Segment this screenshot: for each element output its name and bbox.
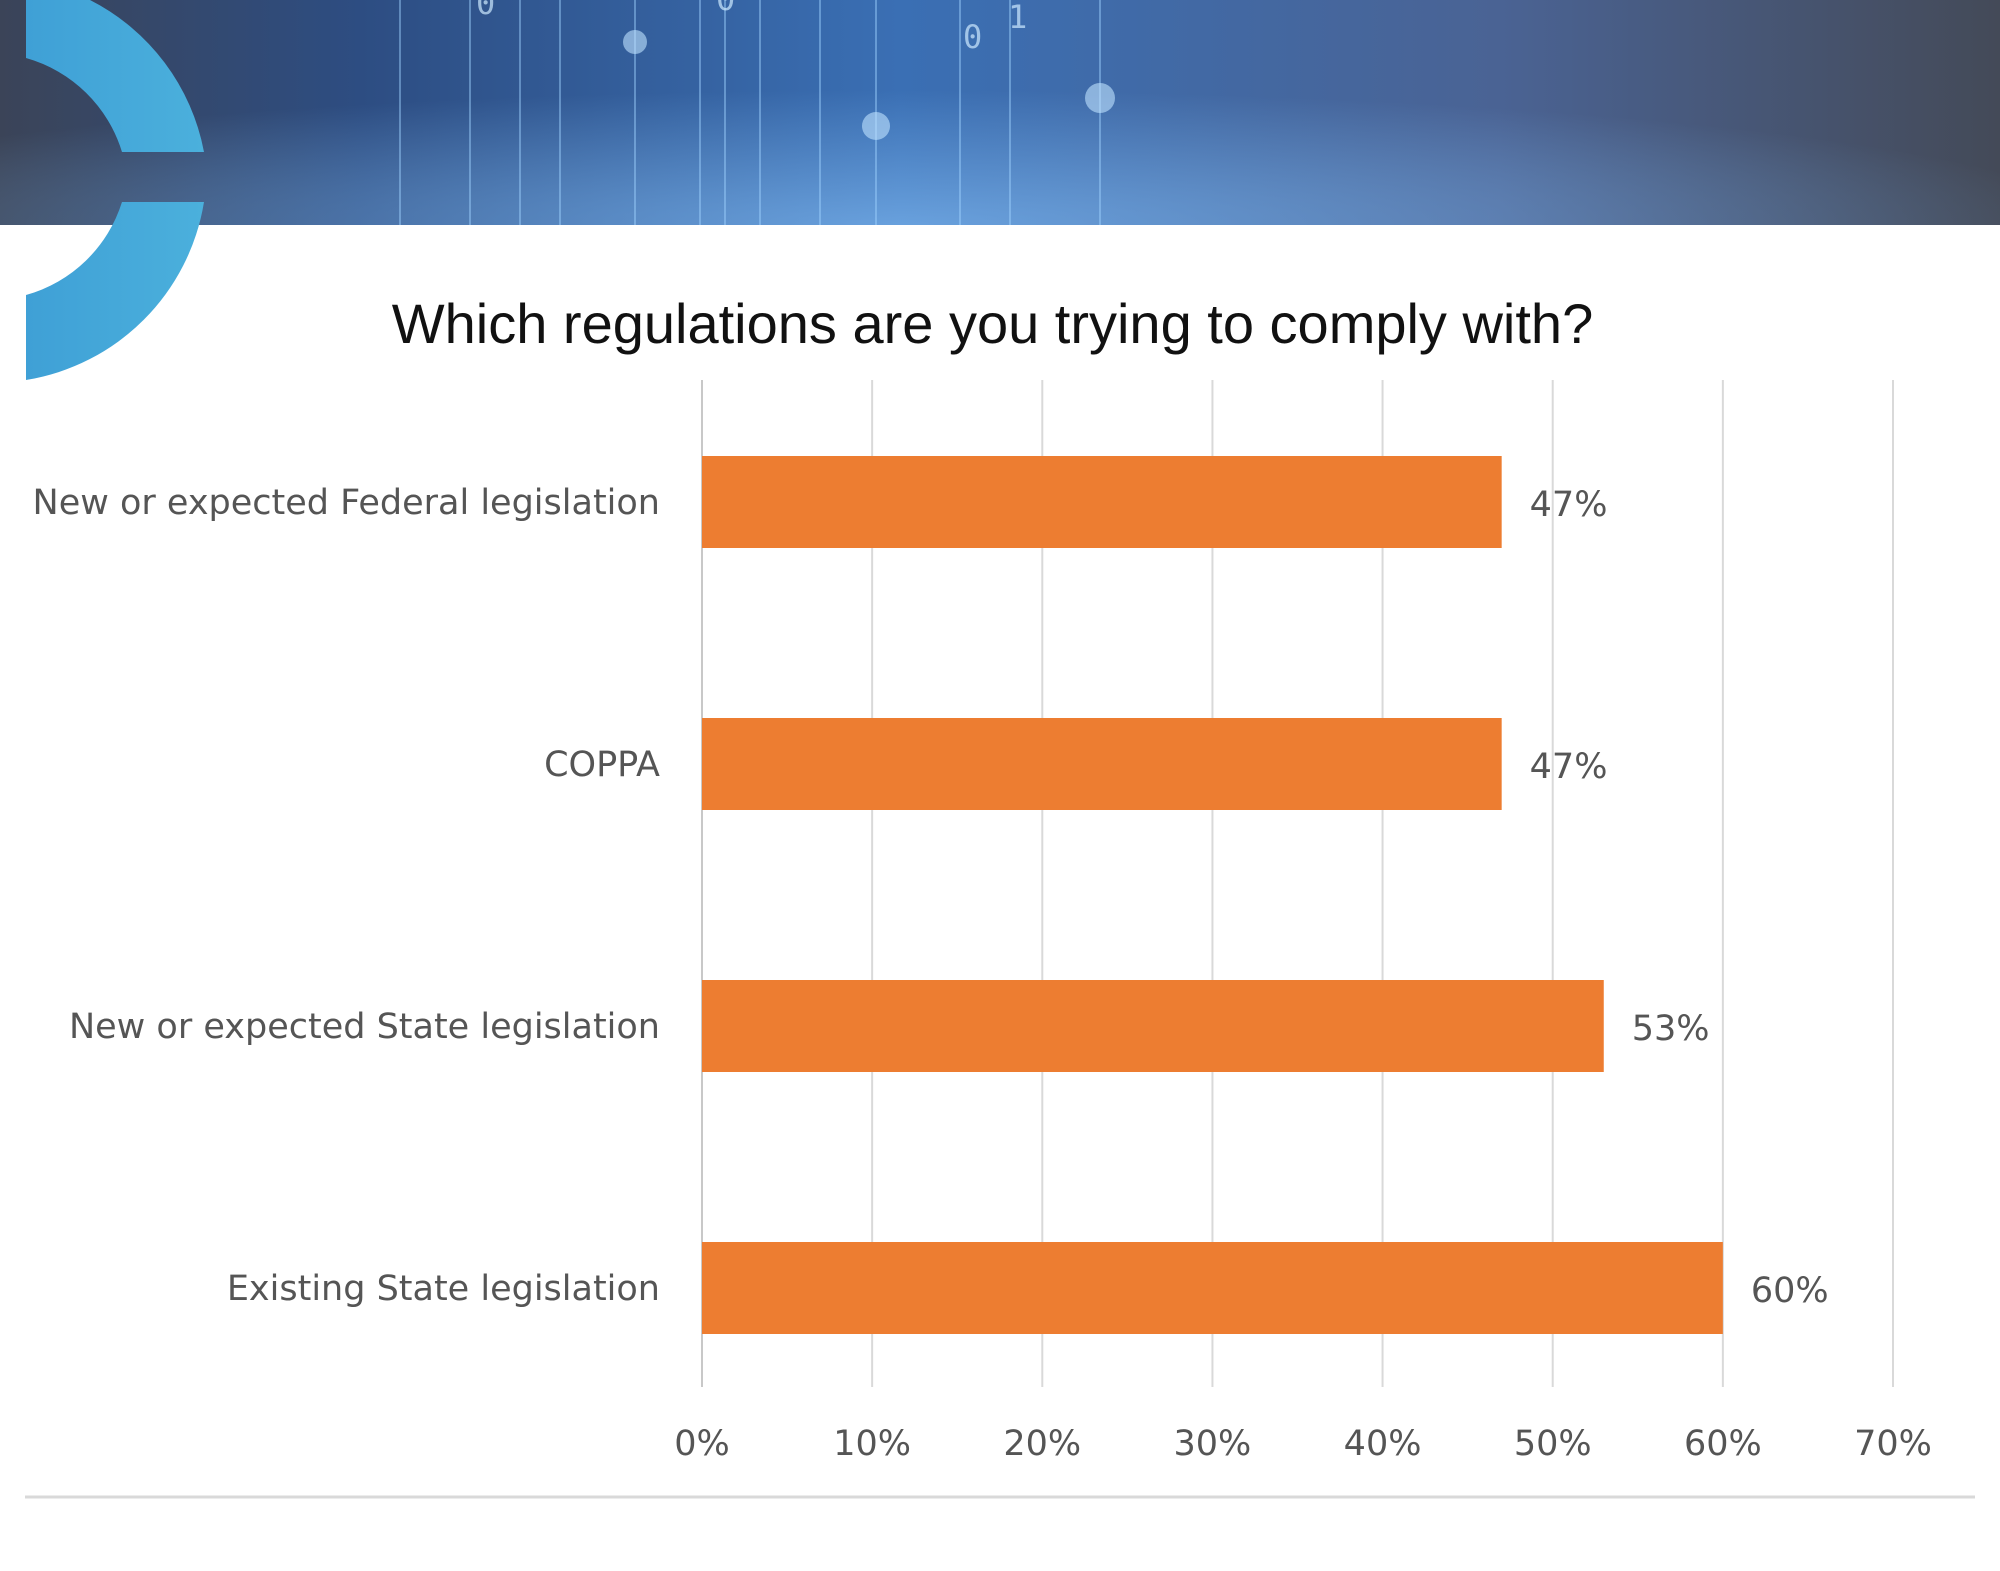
bar [702, 456, 1502, 548]
data-label: 60% [1751, 1271, 1829, 1311]
x-tick-label: 10% [833, 1424, 911, 1464]
x-tick-label: 20% [1003, 1424, 1081, 1464]
x-tick-label: 50% [1514, 1424, 1592, 1464]
binary-digit: 0 [716, 0, 735, 18]
bars [702, 456, 1723, 1334]
category-label: New or expected State legislation [69, 1007, 660, 1047]
category-label: New or expected Federal legislation [33, 483, 660, 523]
bar [702, 1242, 1723, 1334]
category-labels: New or expected Federal legislation COPPA… [33, 483, 661, 1309]
x-tick-label: 0% [674, 1424, 730, 1464]
chart-title: Which regulations are you trying to comp… [391, 292, 1594, 355]
category-label: COPPA [544, 745, 660, 785]
binary-digit: 0 [963, 18, 982, 56]
header-banner: 0 0 0 1 [0, 0, 2000, 225]
data-label: 53% [1632, 1009, 1710, 1049]
x-tick-label: 30% [1174, 1424, 1252, 1464]
binary-digit: 0 [476, 0, 495, 22]
data-label: 47% [1530, 747, 1608, 787]
binary-digit: 1 [1008, 0, 1027, 36]
brand-logo-arc [26, 0, 204, 380]
category-label: Existing State legislation [227, 1269, 660, 1309]
value-labels: 47% 47% 53% 60% [1530, 485, 1829, 1311]
circuit-background-image: 0 0 0 1 [0, 0, 2000, 225]
bar [702, 980, 1604, 1072]
x-tick-label: 70% [1854, 1424, 1932, 1464]
bar [702, 718, 1502, 810]
data-label: 47% [1530, 485, 1608, 525]
x-axis-tick-labels: 0% 10% 20% 30% 40% 50% 60% 70% [674, 1424, 1932, 1464]
x-tick-label: 40% [1344, 1424, 1422, 1464]
x-tick-label: 60% [1684, 1424, 1762, 1464]
